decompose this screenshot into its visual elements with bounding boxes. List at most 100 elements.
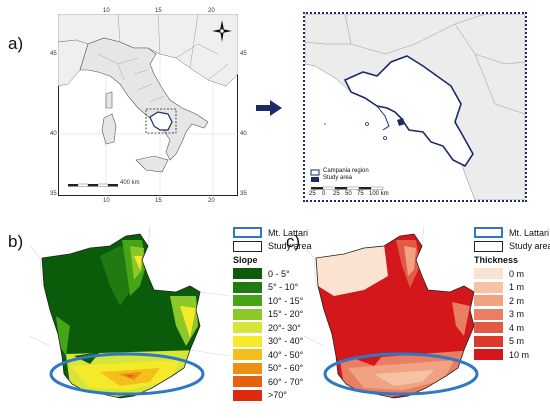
thickness-legend: Mt. Lattari Study area Thickness 0 m 1 m 2…	[474, 226, 550, 362]
legend-study-area-label-c: Study area	[509, 241, 550, 252]
lon-tick-top-2: 15	[155, 8, 162, 14]
legend-mt-lattari-c: Mt. Lattari	[474, 226, 550, 240]
legend-mt-lattari-b: Mt. Lattari	[233, 226, 312, 240]
legend-mt-lattari-label-c: Mt. Lattari	[509, 227, 550, 238]
italy-map-svg	[57, 13, 239, 196]
thickness-class-swatch	[474, 295, 503, 307]
thickness-class-row: 5 m	[474, 335, 550, 349]
slope-class-label: 0 - 5°	[268, 268, 290, 279]
lat-tick-right-1: 45	[240, 51, 247, 57]
thickness-class-label: 2 m	[509, 295, 525, 306]
slope-class-row: 0 - 5°	[233, 267, 312, 281]
inset-scale-4: 75	[357, 191, 364, 197]
slope-class-row: 10° - 15°	[233, 294, 312, 308]
slope-class-label: >70°	[268, 390, 287, 401]
slope-class-label: 40° - 50°	[268, 349, 304, 360]
campania-region-outline	[343, 55, 474, 168]
thickness-class-swatch	[474, 335, 503, 347]
lon-tick-bottom-2: 15	[155, 198, 162, 204]
thickness-class-swatch	[474, 281, 503, 293]
study-area-swatch	[474, 240, 503, 252]
thickness-class-label: 3 m	[509, 309, 525, 320]
slope-map	[30, 226, 230, 399]
inset-legend-campania: Campania region	[323, 168, 369, 174]
thickness-class-row: 1 m	[474, 281, 550, 295]
lon-tick-top-3: 20	[208, 8, 215, 14]
slope-class-swatch	[233, 349, 262, 361]
north-arrow-icon	[212, 20, 232, 42]
legend-mt-lattari-label-b: Mt. Lattari	[268, 227, 309, 238]
thickness-class-row: 4 m	[474, 321, 550, 335]
slope-class-swatch	[233, 335, 262, 347]
thickness-class-swatch	[474, 308, 503, 320]
legend-study-area-b: Study area	[233, 240, 312, 254]
slope-legend: Mt. Lattari Study area Slope 0 - 5° 5° - …	[233, 226, 312, 402]
mt-lattari-ellipse-b	[49, 352, 205, 396]
slope-class-swatch	[233, 376, 262, 388]
thickness-class-label: 4 m	[509, 322, 525, 333]
campania-inset-map: Campania region Study area 25 0 25 50 75…	[303, 12, 527, 202]
slope-class-label: 50° - 60°	[268, 363, 304, 374]
legend-study-area-c: Study area	[474, 240, 550, 254]
slope-class-label: 15° - 20°	[268, 309, 304, 320]
slope-class-row: 20°- 30°	[233, 321, 312, 335]
slope-class-swatch	[233, 389, 262, 401]
mt-lattari-ellipse-c	[323, 352, 479, 396]
thickness-legend-title: Thickness	[474, 255, 519, 265]
slope-class-swatch	[233, 322, 262, 334]
study-area-marker	[397, 118, 405, 126]
thickness-class-row: 2 m	[474, 294, 550, 308]
slope-class-row: 5° - 10°	[233, 281, 312, 295]
slope-classes: 0 - 5° 5° - 10° 10° - 15° 15° - 20° 20°- 30°…	[233, 267, 312, 402]
lat-tick-left-2: 40	[50, 131, 57, 137]
thickness-class-row: 3 m	[474, 308, 550, 322]
slope-class-label: 5° - 10°	[268, 282, 299, 293]
thickness-classes: 0 m 1 m 2 m 3 m 4 m 5 m 10 m	[474, 267, 550, 362]
thickness-map	[304, 226, 504, 399]
panel-a-letter: a)	[8, 34, 24, 53]
campania-inset-svg	[304, 13, 526, 201]
slope-class-row: 50° - 60°	[233, 362, 312, 376]
slope-class-row: 60° - 70°	[233, 375, 312, 389]
thickness-class-label: 5 m	[509, 336, 525, 347]
lon-tick-bottom-3: 20	[208, 198, 215, 204]
slope-class-row: 30° - 40°	[233, 335, 312, 349]
mt-lattari-swatch	[474, 227, 503, 239]
thickness-class-label: 10 m	[509, 349, 530, 360]
mt-lattari-swatch	[233, 227, 262, 239]
inset-legend-study: Study area	[323, 175, 353, 181]
slope-legend-title: Slope	[233, 255, 258, 265]
panel-b-letter: b)	[8, 232, 24, 251]
slope-class-row: 15° - 20°	[233, 308, 312, 322]
lat-tick-left-3: 35	[50, 191, 57, 197]
thickness-class-row: 0 m	[474, 267, 550, 281]
slope-class-swatch	[233, 308, 262, 320]
study-area-swatch	[233, 240, 262, 252]
slope-class-swatch	[233, 281, 262, 293]
slope-class-row: 40° - 50°	[233, 348, 312, 362]
scalebar-label: 400 km	[120, 180, 140, 186]
inset-scale-0: 25	[309, 191, 316, 197]
slope-class-row: >70°	[233, 389, 312, 403]
inset-scale-2: 25	[333, 191, 340, 197]
inset-scale-3: 50	[345, 191, 352, 197]
thickness-class-label: 0 m	[509, 268, 525, 279]
slope-class-swatch	[233, 295, 262, 307]
italy-map: 400 km	[57, 13, 239, 196]
slope-class-label: 20°- 30°	[268, 322, 301, 333]
slope-class-swatch	[233, 268, 262, 280]
lat-tick-left-1: 45	[50, 51, 57, 57]
slope-class-label: 10° - 15°	[268, 295, 304, 306]
slope-class-swatch	[233, 362, 262, 374]
legend-study-area-label-b: Study area	[268, 241, 312, 252]
thickness-class-row: 10 m	[474, 348, 550, 362]
lat-tick-right-2: 40	[240, 131, 247, 137]
slope-class-label: 30° - 40°	[268, 336, 304, 347]
lon-tick-bottom-1: 10	[103, 198, 110, 204]
right-arrow-icon	[256, 100, 282, 116]
lon-tick-top-1: 10	[103, 8, 110, 14]
thickness-class-swatch	[474, 349, 503, 361]
panel-c-letter: c)	[286, 232, 301, 251]
thickness-class-swatch	[474, 268, 503, 280]
lat-tick-right-3: 35	[240, 191, 247, 197]
